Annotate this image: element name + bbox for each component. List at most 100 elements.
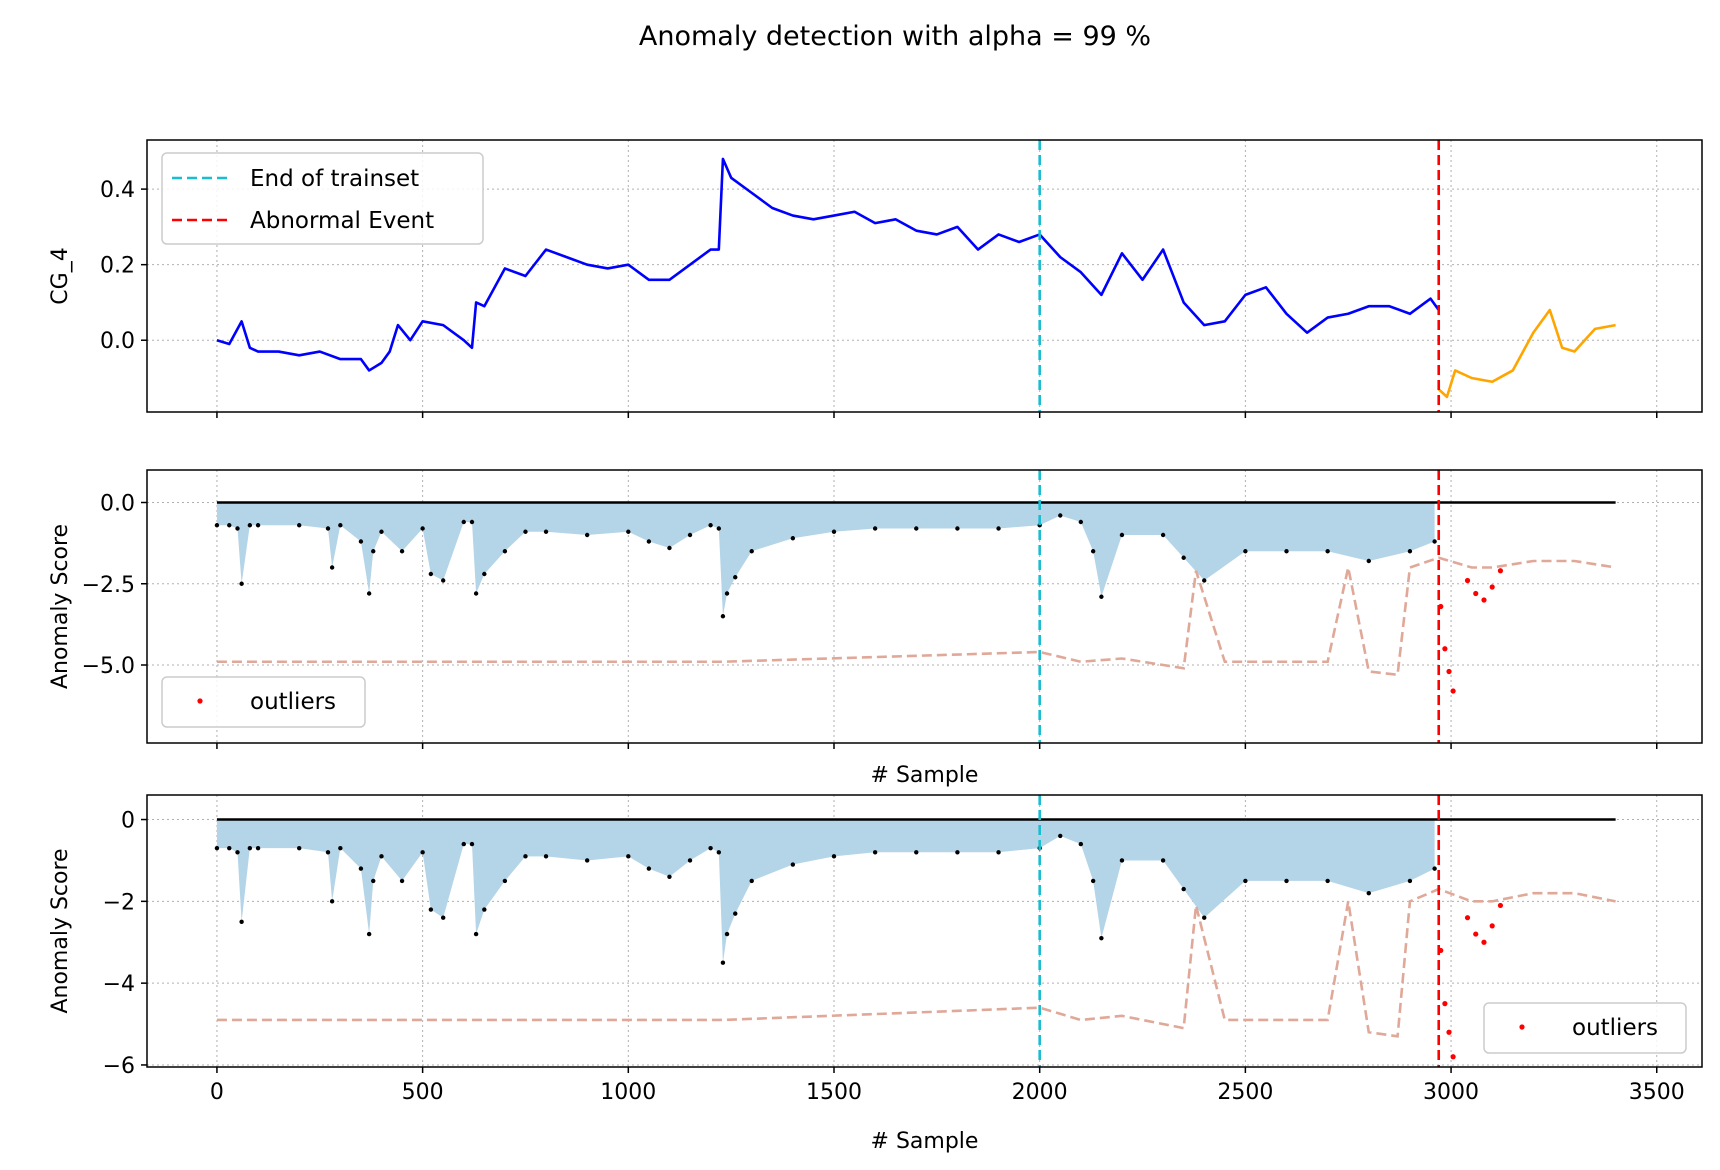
score-point <box>996 850 1001 855</box>
outlier-point <box>1481 597 1487 603</box>
series-line-train <box>216 157 1440 372</box>
score-point <box>720 614 726 619</box>
score-point <box>502 549 508 554</box>
score-point <box>1243 549 1248 554</box>
x-axis-label: # Sample <box>871 763 979 788</box>
score-point <box>646 866 652 871</box>
score-point <box>428 907 434 912</box>
legend: End of trainset Abnormal Event <box>161 152 484 245</box>
score-point <box>482 571 487 577</box>
x-tick-label: 0 <box>210 1080 224 1105</box>
score-point <box>708 845 713 851</box>
legend-box <box>1483 1002 1687 1054</box>
score-point <box>543 854 549 859</box>
score-point <box>371 878 376 884</box>
score-point <box>469 841 475 847</box>
score-point <box>955 526 960 531</box>
score-point <box>235 850 240 855</box>
score-point <box>329 565 335 570</box>
x-tick-label: 3000 <box>1423 1080 1479 1105</box>
y-tick-label: −2.5 <box>82 573 135 598</box>
score-point <box>1366 558 1371 564</box>
legend-box <box>161 676 366 728</box>
outlier-point <box>1442 1001 1448 1007</box>
score-point <box>1181 555 1186 560</box>
score-point <box>379 854 384 859</box>
plot-area <box>214 818 1616 1060</box>
score-point <box>626 529 631 534</box>
score-point <box>255 523 261 528</box>
score-point <box>667 874 672 880</box>
legend: outliers <box>161 676 366 728</box>
score-point <box>461 841 466 847</box>
score-point <box>733 911 738 916</box>
score-point <box>831 529 837 534</box>
panel-score_mid: 0.0 −2.5 −5.0 Anomaly Score # Sample outliers <box>48 469 1703 788</box>
score-point <box>1432 866 1437 871</box>
score-point <box>1099 935 1104 941</box>
y-tick-label: −2 <box>103 890 135 915</box>
score-point <box>667 545 672 551</box>
score-point <box>716 526 722 531</box>
score-point <box>1119 532 1125 538</box>
plot-area <box>214 501 1616 694</box>
score-point <box>440 915 446 920</box>
y-tick-label: −4 <box>103 972 135 997</box>
x-tick-label: 2000 <box>1012 1080 1068 1105</box>
score-point <box>227 845 232 851</box>
score-point <box>790 862 796 867</box>
score-point <box>469 519 475 525</box>
score-point <box>1090 549 1096 554</box>
score-point <box>325 850 331 855</box>
score-point <box>523 854 528 859</box>
y-tick-label: 0.0 <box>100 492 135 517</box>
outlier-point <box>1473 931 1479 937</box>
legend-label-outliers: outliers <box>1572 1015 1658 1041</box>
outlier-point <box>1446 668 1452 675</box>
score-point <box>338 845 343 851</box>
threshold-line <box>216 556 1616 677</box>
score-point <box>247 523 253 528</box>
score-point <box>1099 594 1104 599</box>
score-point <box>420 526 425 531</box>
outlier-point <box>1442 646 1448 652</box>
score-point <box>461 519 466 525</box>
score-point <box>366 591 372 596</box>
score-point <box>358 866 364 871</box>
score-point <box>626 854 631 859</box>
score-point <box>720 960 726 965</box>
legend-box <box>161 152 484 245</box>
score-point <box>1078 841 1084 847</box>
outlier-point <box>1450 1054 1456 1060</box>
y-tick-label: 0.4 <box>100 178 135 203</box>
outlier-point <box>1497 902 1504 909</box>
score-point <box>420 850 425 855</box>
score-point <box>687 858 693 863</box>
score-point <box>214 845 220 851</box>
y-tick-label: −6 <box>103 1054 135 1079</box>
score-point <box>1325 878 1330 884</box>
outlier-point <box>1489 584 1495 590</box>
score-point <box>1407 878 1413 884</box>
outlier-point <box>1497 568 1504 574</box>
legend-label-abnormal-event: Abnormal Event <box>250 208 434 234</box>
score-point <box>1432 539 1437 544</box>
score-point <box>214 523 220 528</box>
legend-swatch-outliers <box>1519 1024 1525 1030</box>
score-point <box>473 591 479 596</box>
score-point <box>239 919 244 924</box>
score-point <box>831 854 837 859</box>
score-point <box>1090 878 1096 884</box>
score-point <box>329 899 335 904</box>
score-point <box>1284 549 1289 554</box>
score-point <box>749 549 754 554</box>
score-point <box>371 549 376 554</box>
score-point <box>1160 858 1166 863</box>
outlier-point <box>1464 915 1471 921</box>
outlier-point <box>1489 923 1495 929</box>
y-tick-label: 0 <box>121 809 135 834</box>
y-axis-label: CG_4 <box>48 247 73 304</box>
plot-area <box>216 157 1616 399</box>
legend: outliers <box>1483 1002 1687 1054</box>
score-point <box>646 539 652 544</box>
